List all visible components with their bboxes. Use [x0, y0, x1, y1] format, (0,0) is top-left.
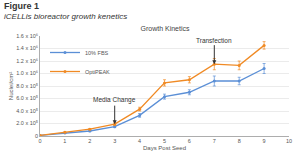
svg-text:Days Post Seed: Days Post Seed	[143, 145, 186, 151]
svg-text:1.2 x 10⁶: 1.2 x 10⁶	[16, 58, 38, 64]
svg-text:2.0 x 10⁵: 2.0 x 10⁵	[16, 120, 38, 126]
svg-text:1.6 x 10⁶: 1.6 x 10⁶	[16, 33, 38, 39]
svg-text:8.0 x 10⁵: 8.0 x 10⁵	[16, 83, 38, 89]
svg-text:10: 10	[286, 138, 292, 144]
svg-text:9: 9	[263, 138, 266, 144]
html-text:iCELLis bioreactor growth kene: iCELLis bioreactor growth kenetics	[4, 12, 128, 21]
svg-text:0: 0	[38, 138, 41, 144]
svg-text:7: 7	[213, 138, 216, 144]
svg-text:10% FBS: 10% FBS	[85, 50, 109, 56]
svg-text:Media Change: Media Change	[93, 96, 136, 104]
html-text:Figure 1: Figure 1	[4, 1, 39, 11]
svg-text:6: 6	[188, 138, 191, 144]
svg-text:2: 2	[88, 138, 91, 144]
svg-text:Growth Kinetics: Growth Kinetics	[140, 25, 190, 32]
svg-text:4.0 x 10⁵: 4.0 x 10⁵	[16, 108, 38, 114]
svg-text:1: 1	[63, 138, 66, 144]
svg-text:1.4 x 10⁶: 1.4 x 10⁶	[16, 45, 38, 51]
svg-text:6.0 x 10⁵: 6.0 x 10⁵	[16, 95, 38, 101]
svg-text:Transfection: Transfection	[196, 37, 232, 44]
svg-text:3: 3	[113, 138, 116, 144]
svg-text:Nuclei/cm²: Nuclei/cm²	[8, 72, 14, 100]
svg-text:4: 4	[138, 138, 141, 144]
svg-text:0: 0	[35, 133, 38, 139]
svg-text:OptiPEAK: OptiPEAK	[85, 69, 110, 75]
svg-text:8: 8	[238, 138, 241, 144]
svg-text:5: 5	[163, 138, 166, 144]
svg-text:1.0 x 10⁶: 1.0 x 10⁶	[16, 70, 38, 76]
